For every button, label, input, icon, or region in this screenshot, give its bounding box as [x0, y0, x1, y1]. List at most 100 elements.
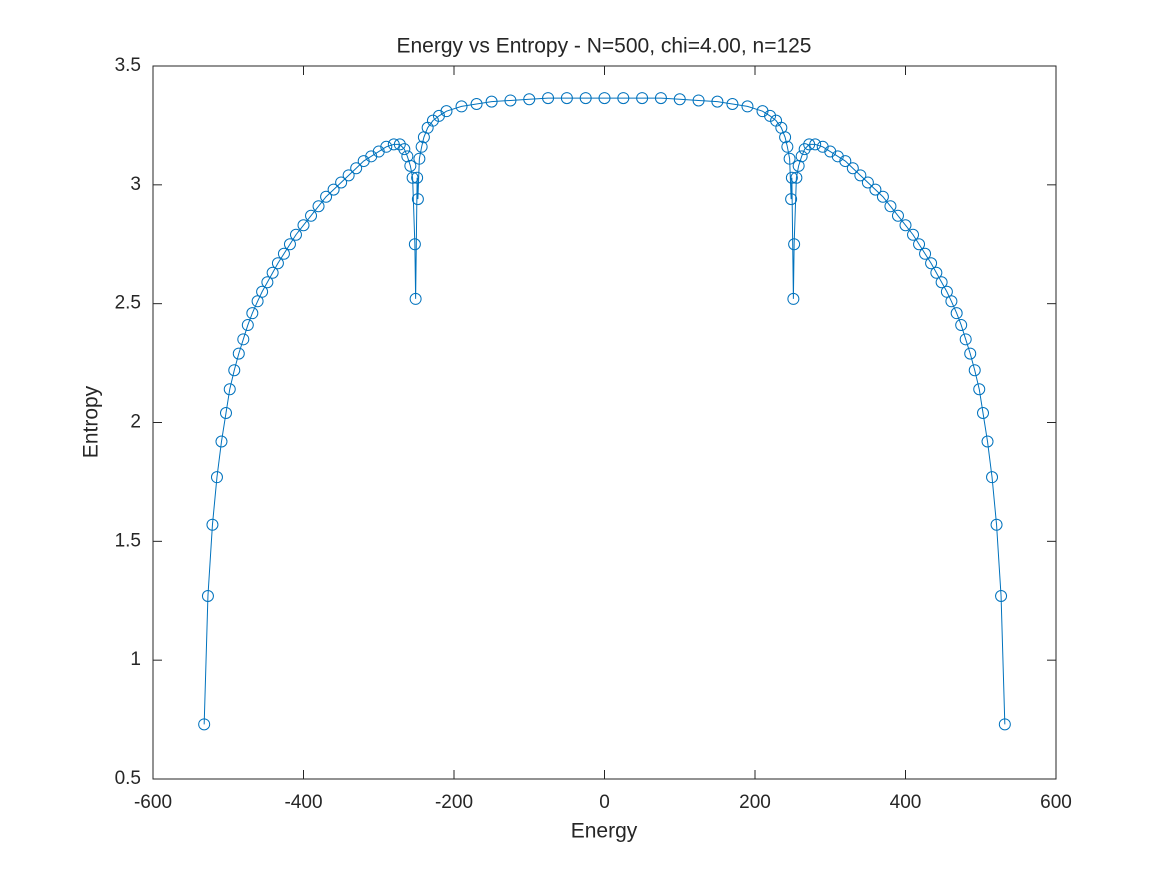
data-point [913, 238, 926, 251]
data-point [523, 93, 536, 106]
data-point [387, 138, 400, 151]
x-tick-label: -600 [134, 792, 172, 813]
data-point [289, 228, 302, 241]
data-point [201, 589, 214, 602]
data-point [579, 92, 592, 105]
data-point [266, 266, 279, 279]
data-point [968, 364, 981, 377]
x-tick-label: 400 [890, 792, 922, 813]
data-point [305, 209, 318, 222]
data-point [783, 152, 796, 165]
data-point [711, 95, 724, 108]
data-line [203, 97, 1006, 725]
data-point [764, 109, 777, 122]
data-point [485, 95, 498, 108]
y-tick-label: 1.5 [115, 530, 141, 551]
data-point [995, 589, 1008, 602]
data-point [876, 190, 889, 203]
data-point [787, 292, 800, 305]
y-tick-label: 2.5 [115, 293, 141, 314]
data-point [251, 295, 264, 308]
data-point [455, 100, 468, 113]
data-point [940, 285, 953, 298]
data-point [327, 183, 340, 196]
data-point [411, 171, 424, 184]
data-point [246, 307, 259, 320]
data-point [788, 238, 801, 251]
data-point [335, 176, 348, 189]
data-point [256, 285, 269, 298]
data-point [673, 93, 686, 106]
y-tick-label: 3.5 [115, 55, 141, 76]
data-point [210, 471, 223, 484]
data-point [320, 190, 333, 203]
x-tick-label: 0 [599, 792, 610, 813]
data-point [277, 247, 290, 260]
data-point [415, 140, 428, 153]
data-point [869, 183, 882, 196]
data-point [404, 159, 417, 172]
data-point [809, 138, 822, 151]
data-point [986, 471, 999, 484]
data-point [884, 200, 897, 213]
y-tick-label: 1 [130, 649, 141, 670]
data-point [945, 295, 958, 308]
data-point [408, 238, 421, 251]
data-point [426, 114, 439, 127]
data-point [861, 176, 874, 189]
data-point [598, 92, 611, 105]
data-point [899, 219, 912, 232]
data-point [977, 406, 990, 419]
data-point [219, 406, 232, 419]
data-point [798, 143, 811, 156]
x-tick-label: 600 [1040, 792, 1072, 813]
data-point [907, 228, 920, 241]
data-point [542, 92, 555, 105]
data-point [854, 169, 867, 182]
plot-box [152, 65, 1057, 780]
data-point [617, 92, 630, 105]
data-point [406, 171, 419, 184]
data-point [726, 98, 739, 111]
data-point [237, 333, 250, 346]
data-point [413, 152, 426, 165]
data-point [261, 276, 274, 289]
data-point [636, 92, 649, 105]
data-point [790, 171, 803, 184]
data-point [411, 193, 424, 206]
x-tick-label: -400 [284, 792, 322, 813]
data-point [654, 92, 667, 105]
data-point [271, 257, 284, 270]
data-point [198, 718, 211, 731]
x-tick-label: -200 [435, 792, 473, 813]
data-point [955, 319, 968, 332]
data-point [692, 94, 705, 107]
x-tick-label: 200 [739, 792, 771, 813]
data-point [350, 162, 363, 175]
data-point [919, 247, 932, 260]
data-point [785, 193, 798, 206]
data-point [470, 98, 483, 111]
chart-title: Energy vs Entropy - N=500, chi=4.00, n=1… [396, 35, 811, 58]
data-point [440, 105, 453, 118]
data-point [409, 292, 422, 305]
data-point [950, 307, 963, 320]
data-point [215, 435, 228, 448]
data-point [283, 238, 296, 251]
data-point [398, 143, 411, 156]
data-point [779, 131, 792, 144]
y-tick-label: 3 [130, 174, 141, 195]
data-point [504, 94, 517, 107]
x-axis-label: Energy [571, 820, 638, 843]
data-point [891, 209, 904, 222]
y-tick-label: 2 [130, 412, 141, 433]
data-point [925, 257, 938, 270]
data-point [228, 364, 241, 377]
data-point [223, 383, 236, 396]
data-point [930, 266, 943, 279]
data-point [935, 276, 948, 289]
data-point [241, 319, 254, 332]
data-point [232, 347, 245, 360]
data-point [973, 383, 986, 396]
